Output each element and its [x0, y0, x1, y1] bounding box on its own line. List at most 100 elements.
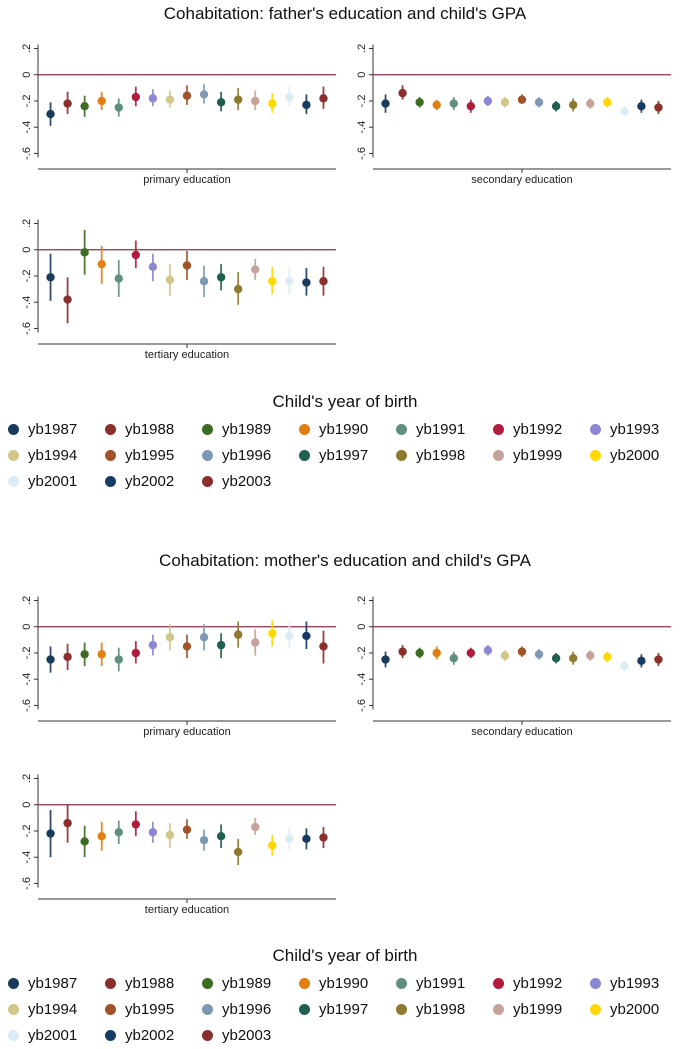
point-yb1997 [217, 641, 225, 649]
x-axis-label: primary education [143, 726, 230, 738]
legend-label: yb2002 [125, 1027, 174, 1044]
point-yb1992 [467, 649, 475, 657]
legend-label: yb2000 [610, 1001, 659, 1018]
point-yb1997 [552, 654, 560, 662]
legend-marker [590, 978, 601, 989]
y-tick-label: -.6 [356, 699, 368, 712]
legend-item-yb1997: yb1997 [299, 998, 368, 1020]
legend-item-yb1988: yb1988 [105, 972, 174, 994]
plot-mother-primary: -.6 -.4 -.2 0 .2 primary education [0, 582, 345, 742]
legend-label: yb1989 [222, 975, 271, 992]
point-yb1994 [166, 633, 174, 641]
point-yb1993 [149, 641, 157, 649]
point-yb1993 [484, 646, 492, 654]
legend-item-yb1991: yb1991 [396, 972, 465, 994]
y-tick-label: .2 [21, 774, 33, 783]
point-yb1988 [63, 819, 71, 827]
y-tick-label: 0 [21, 802, 33, 808]
point-yb2002 [302, 835, 310, 843]
legend-item-yb1993: yb1993 [590, 972, 659, 994]
legend-item-yb1994: yb1994 [8, 998, 77, 1020]
legend-marker [8, 1004, 19, 1015]
legend-label: yb1994 [28, 1001, 77, 1018]
point-yb1996 [200, 836, 208, 844]
point-yb1998 [234, 630, 242, 638]
legend-marker [493, 1004, 504, 1015]
point-yb1994 [166, 831, 174, 839]
legend-marker [202, 1030, 213, 1041]
point-yb1998 [234, 848, 242, 856]
point-yb1987 [381, 655, 389, 663]
legend-item-yb2000: yb2000 [590, 998, 659, 1020]
y-tick-label: -.2 [21, 825, 33, 838]
point-yb1990 [98, 650, 106, 658]
legend-marker [299, 1004, 310, 1015]
point-yb1993 [149, 828, 157, 836]
point-yb1991 [450, 654, 458, 662]
point-yb2000 [268, 841, 276, 849]
plot-mother-tertiary: -.6-.4-.20.2tertiary education [0, 760, 345, 920]
chart-title: Cohabitation: mother's education and chi… [0, 551, 690, 571]
panel-mother-primary: -.6 -.4 -.2 0 .2 primary education [0, 582, 345, 742]
point-yb1992 [132, 649, 140, 657]
point-yb1999 [251, 823, 259, 831]
y-tick-label: 0 [356, 624, 368, 630]
legend-item-yb1995: yb1995 [105, 998, 174, 1020]
legend-marker [105, 1030, 116, 1041]
y-tick-label: .2 [21, 596, 33, 605]
legend-item-yb1990: yb1990 [299, 972, 368, 994]
plot-mother-secondary: -.6-.4-.20.2secondary education [335, 582, 680, 742]
point-yb1999 [586, 651, 594, 659]
point-yb1998 [569, 654, 577, 662]
point-yb1992 [132, 820, 140, 828]
legend-item-yb1987: yb1987 [8, 972, 77, 994]
legend-label: yb1995 [125, 1001, 174, 1018]
legend-marker [493, 978, 504, 989]
legend-label: yb2001 [28, 1027, 77, 1044]
point-yb2000 [603, 653, 611, 661]
point-yb1988 [63, 653, 71, 661]
point-yb1997 [217, 832, 225, 840]
legend-marker [105, 1004, 116, 1015]
point-yb1987 [46, 829, 54, 837]
point-yb1995 [183, 825, 191, 833]
point-yb2003 [654, 655, 662, 663]
point-yb1994 [501, 651, 509, 659]
legend-item-yb1989: yb1989 [202, 972, 271, 994]
point-yb2003 [319, 642, 327, 650]
legend-item-yb1999: yb1999 [493, 998, 562, 1020]
legend-label: yb1998 [416, 1001, 465, 1018]
y-tick-label: 0 [21, 624, 33, 630]
point-yb2001 [285, 835, 293, 843]
legend-label: yb1993 [610, 975, 659, 992]
point-yb1999 [251, 638, 259, 646]
point-yb2000 [268, 629, 276, 637]
point-yb1996 [535, 650, 543, 658]
point-yb1987 [46, 655, 54, 663]
legend-item-yb1996: yb1996 [202, 998, 271, 1020]
legend-label: yb1990 [319, 975, 368, 992]
legend-label: yb1991 [416, 975, 465, 992]
point-yb1991 [115, 828, 123, 836]
point-yb2001 [285, 632, 293, 640]
legend-title: Child's year of birth [0, 946, 690, 966]
legend-label: yb1992 [513, 975, 562, 992]
legend-label: yb1996 [222, 1001, 271, 1018]
legend-label: yb2003 [222, 1027, 271, 1044]
legend-marker [202, 978, 213, 989]
point-yb2003 [319, 833, 327, 841]
point-yb1989 [80, 837, 88, 845]
point-yb1989 [415, 649, 423, 657]
legend-label: yb1997 [319, 1001, 368, 1018]
point-yb1991 [115, 655, 123, 663]
y-tick-label: -.2 [21, 647, 33, 660]
legend-marker [8, 978, 19, 989]
legend-label: yb1988 [125, 975, 174, 992]
y-tick-label: -.6 [21, 877, 33, 890]
y-tick-label: -.2 [356, 647, 368, 660]
legend-marker [590, 1004, 601, 1015]
y-tick-label: .2 [356, 596, 368, 605]
legend-label: yb1999 [513, 1001, 562, 1018]
legend-marker [202, 1004, 213, 1015]
point-yb2001 [620, 662, 628, 670]
